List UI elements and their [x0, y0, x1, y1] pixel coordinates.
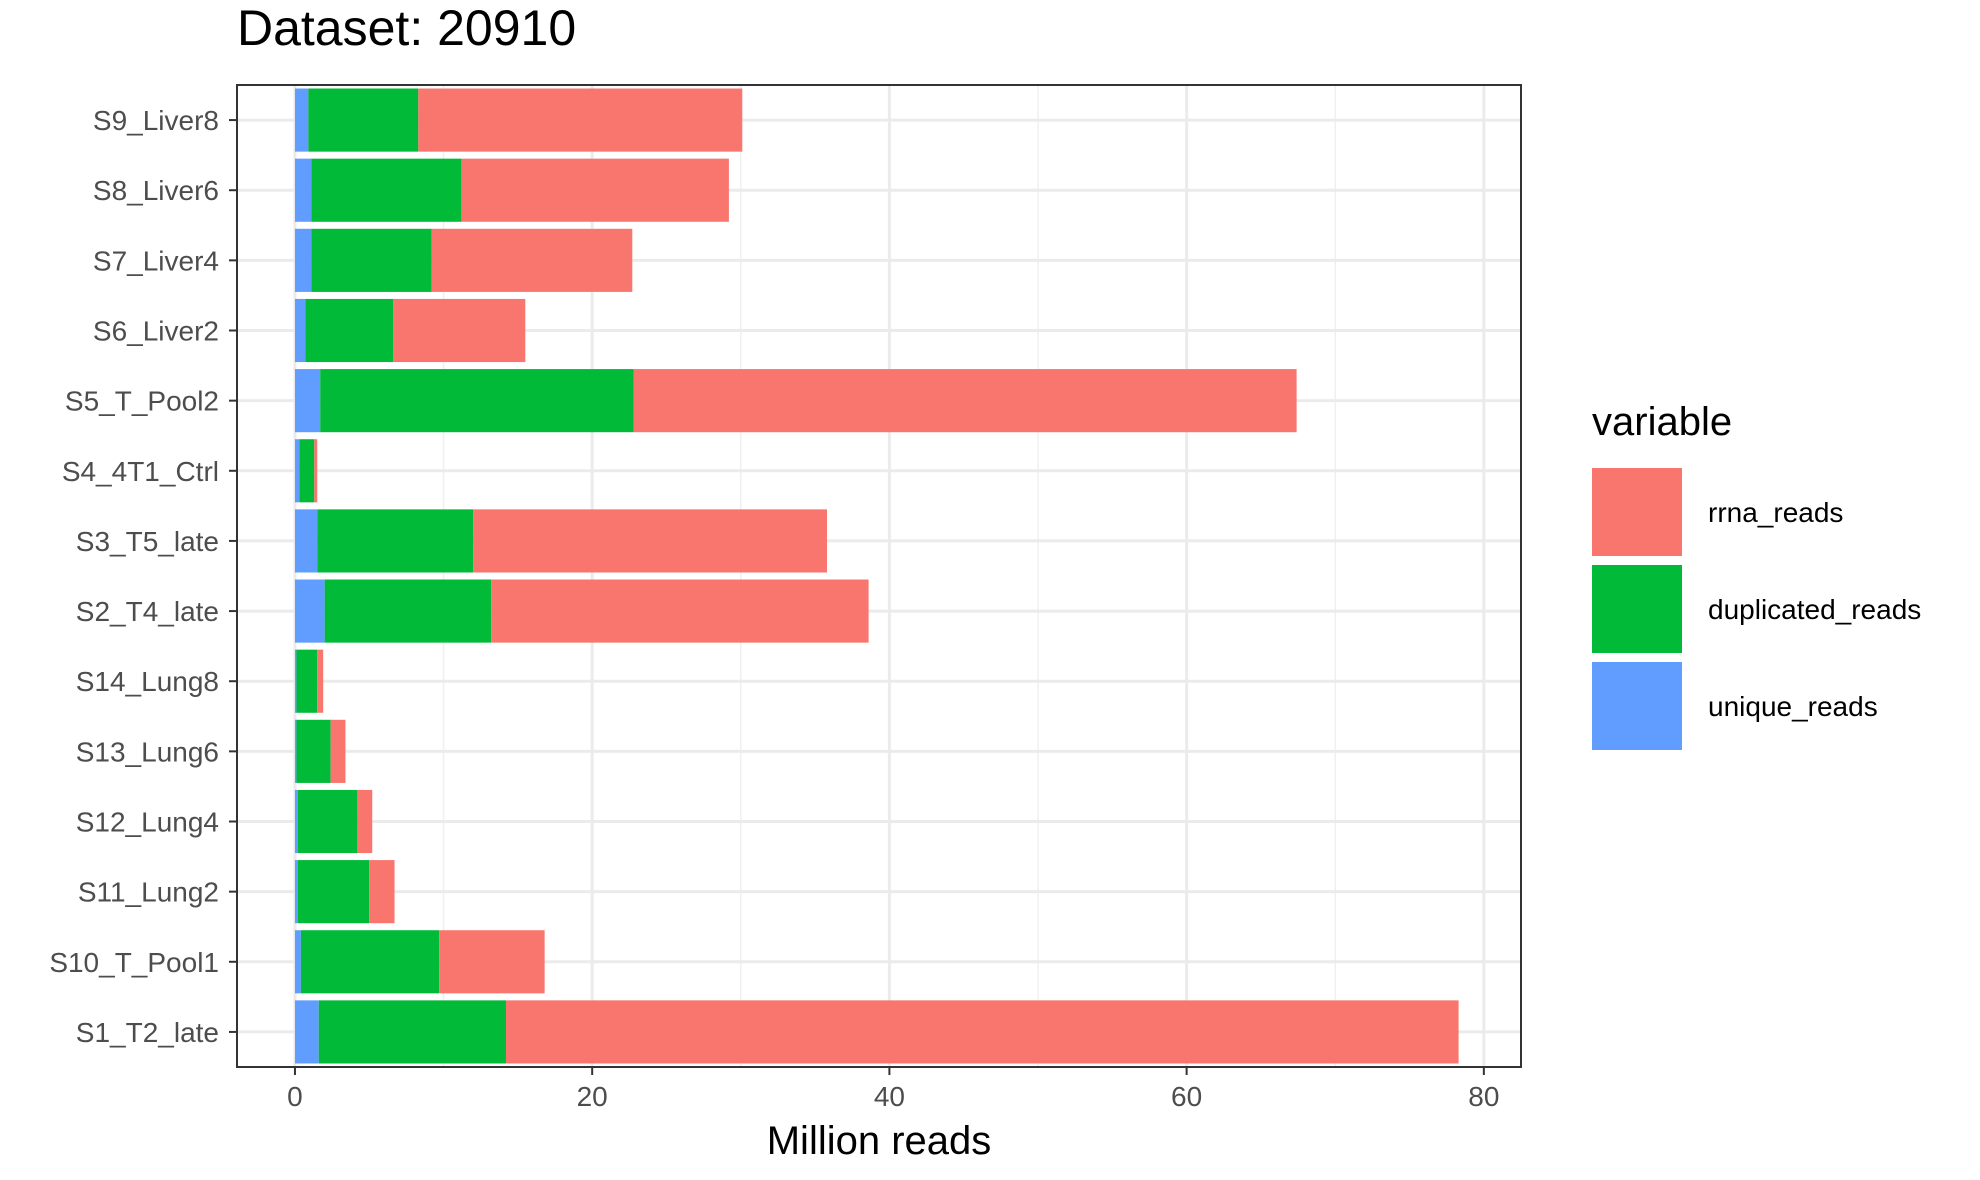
bar-unique-reads-s8-liver6	[294, 158, 312, 222]
bar-rrna-reads-s7-liver4	[431, 228, 633, 292]
bar-rrna-reads-s14-lung8	[317, 649, 324, 713]
bar-unique-reads-s2-t4-late	[294, 579, 325, 643]
legend-key-rrna-reads	[1592, 468, 1682, 556]
bar-unique-reads-s3-t5-late	[294, 509, 318, 573]
legend: variable rrna_reads duplicated_readsuniqu…	[1592, 400, 1921, 750]
x-tick-label: 0	[287, 1081, 303, 1112]
bar-unique-reads-s5-t-pool2	[294, 369, 321, 433]
legend-label-rrna-reads: rrna_reads	[1708, 497, 1843, 528]
bar-unique-reads-s10-t-pool1	[294, 930, 301, 994]
chart-title: Dataset: 20910	[237, 0, 576, 56]
legend-title: variable	[1592, 400, 1732, 444]
bar-duplicated-reads-s9-liver8	[308, 88, 419, 152]
bar-unique-reads-s9-liver8	[294, 88, 309, 152]
y-tick-label: S4_4T1_Ctrl	[62, 456, 219, 487]
bar-duplicated-reads-s3-t5-late	[317, 509, 474, 573]
bar-unique-reads-s14-lung8	[294, 649, 297, 713]
x-tick-label: 60	[1171, 1081, 1202, 1112]
bar-duplicated-reads-s10-t-pool1	[300, 930, 440, 994]
bar-rrna-reads-s4-4t1-ctrl	[314, 439, 318, 503]
x-axis-title: Million reads	[767, 1119, 992, 1163]
bar-unique-reads-s7-liver4	[294, 228, 312, 292]
y-tick-label: S3_T5_late	[76, 526, 219, 557]
bar-unique-reads-s6-liver2	[294, 298, 306, 363]
bar-duplicated-reads-s8-liver6	[311, 158, 462, 222]
y-tick-label: S6_Liver2	[93, 316, 219, 347]
bar-rrna-reads-s8-liver6	[461, 158, 729, 222]
y-tick-label: S5_T_Pool2	[65, 386, 219, 417]
legend-key-unique-reads	[1592, 662, 1682, 750]
bar-rrna-reads-s2-t4-late	[491, 579, 869, 643]
y-tick-label: S11_Lung2	[78, 877, 219, 908]
y-tick-label: S10_T_Pool1	[49, 947, 219, 978]
bar-duplicated-reads-s11-lung2	[297, 860, 370, 924]
bar-rrna-reads-s13-lung6	[330, 719, 346, 783]
y-tick-label: S14_Lung8	[76, 666, 219, 697]
bar-rrna-reads-s3-t5-late	[473, 509, 827, 573]
bar-unique-reads-s13-lung6	[294, 719, 297, 783]
bar-duplicated-reads-s6-liver2	[305, 298, 394, 363]
bar-rrna-reads-s11-lung2	[369, 860, 395, 924]
legend-key-duplicated-reads	[1592, 565, 1682, 653]
bar-duplicated-reads-s7-liver4	[311, 228, 432, 292]
bar-unique-reads-s12-lung4	[294, 789, 298, 854]
y-tick-label: S8_Liver6	[93, 175, 219, 206]
axes: S1_T2_late S10_T_Pool1 S11_Lung2 S12_Lung4 S…	[49, 105, 1499, 1112]
bar-duplicated-reads-s13-lung6	[296, 719, 331, 783]
y-tick-label: S9_Liver8	[93, 105, 219, 136]
x-tick-label: 40	[874, 1081, 905, 1112]
legend-label-unique-reads: unique_reads	[1708, 691, 1878, 722]
bar-rrna-reads-s6-liver2	[393, 298, 526, 363]
bar-duplicated-reads-s12-lung4	[297, 789, 358, 854]
y-tick-label: S2_T4_late	[76, 596, 219, 627]
bar-unique-reads-s11-lung2	[294, 860, 298, 924]
bar-rrna-reads-s1-t2-late	[505, 1000, 1459, 1064]
x-tick-label: 80	[1468, 1081, 1499, 1112]
y-tick-label: S12_Lung4	[76, 807, 219, 838]
bar-rrna-reads-s12-lung4	[357, 789, 373, 854]
bars	[294, 88, 1459, 1064]
y-tick-label: S13_Lung6	[76, 736, 219, 767]
y-tick-label: S7_Liver4	[93, 245, 219, 276]
bar-duplicated-reads-s1-t2-late	[318, 1000, 506, 1064]
bar-duplicated-reads-s5-t-pool2	[320, 369, 634, 433]
bar-rrna-reads-s9-liver8	[418, 88, 743, 152]
bar-duplicated-reads-s14-lung8	[296, 649, 318, 713]
x-tick-label: 20	[577, 1081, 608, 1112]
bar-rrna-reads-s10-t-pool1	[439, 930, 545, 994]
legend-label-duplicated-reads: duplicated_reads	[1708, 594, 1921, 625]
plot-panel-border	[236, 84, 1522, 1068]
bar-duplicated-reads-s4-4t1-ctrl	[299, 439, 315, 503]
bar-duplicated-reads-s2-t4-late	[324, 579, 492, 643]
bar-unique-reads-s4-4t1-ctrl	[294, 439, 300, 503]
bar-unique-reads-s1-t2-late	[294, 1000, 319, 1064]
y-tick-label: S1_T2_late	[76, 1017, 219, 1048]
bar-rrna-reads-s5-t-pool2	[633, 369, 1297, 433]
